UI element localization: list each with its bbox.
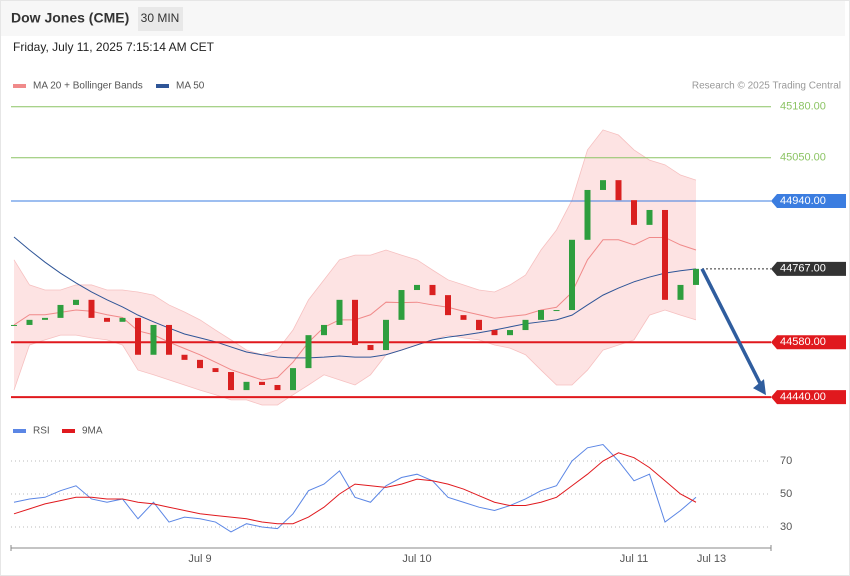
candle [119,317,126,322]
candle [135,317,141,355]
candle [491,330,498,336]
bollinger-upper [13,129,697,356]
y-tick-label: 70 [780,455,792,467]
level-box [771,390,846,405]
x-tick-label: Jul 10 [402,553,431,565]
candle [693,268,699,285]
legend-swatch [13,429,26,433]
candle [445,295,451,316]
timeframe: 30 MIN [141,11,180,25]
timestamp: Friday, July 11, 2025 7:15:14 AM CET [13,40,215,54]
candle [26,319,33,325]
level-box [771,261,846,276]
candle [553,310,560,312]
candle [321,324,327,336]
legend-label: MA 50 [176,81,205,92]
x-tick-label: Jul 9 [188,553,211,565]
y-tick-label: 50 [780,488,792,500]
level-label: 44767.00 [780,263,826,275]
candle [259,381,265,385]
candle [476,319,482,331]
level-label: 44440.00 [780,391,826,403]
candle [600,180,606,190]
candle [538,310,544,320]
legend-label: MA 20 + Bollinger Bands [33,81,143,92]
candle [150,324,157,355]
candle [677,284,684,300]
candle [460,315,467,320]
legend-label: 9MA [82,426,103,437]
candle [228,372,234,391]
candle [104,317,110,322]
y-tick-label: 30 [780,521,792,533]
level-label: 45180.00 [780,101,826,113]
arrow-head [753,379,766,396]
candle [166,324,172,355]
legend-swatch [13,84,26,88]
candle [305,335,312,369]
level-box [771,193,846,208]
candle [290,368,296,391]
candle [352,299,358,345]
candle [42,317,48,320]
candle [181,354,188,360]
timeframe-box [138,7,183,31]
candle [646,209,653,225]
candle [73,299,79,305]
level-label: 44940.00 [780,195,826,207]
bollinger-lower [13,309,697,406]
rsi-line [13,443,697,533]
candle [11,324,17,326]
candle [584,189,591,240]
candle [414,284,420,291]
rsi-ma-line [13,452,697,525]
candle [569,239,575,311]
bollinger-band [14,129,696,405]
candle [212,368,219,373]
legend-label: RSI [33,426,50,437]
candle [88,299,95,318]
legend-swatch [156,84,169,88]
candle [398,290,405,320]
title: Dow Jones (CME) [11,10,129,26]
candle [367,344,374,351]
candle [429,284,436,296]
candle [243,381,250,391]
candle [274,384,281,391]
candle [507,330,513,336]
level-label: 45050.00 [780,152,826,164]
x-tick-label: Jul 13 [697,553,726,565]
projection-arrow [700,268,764,388]
candle [197,359,203,369]
candle [615,180,622,201]
ma50-line [13,236,697,359]
level-label: 44580.00 [780,336,826,348]
candle [522,319,529,331]
candle [57,304,64,318]
legend-swatch [62,429,75,433]
credit: Research © 2025 Trading Central [692,81,841,92]
candle [662,209,668,300]
candle [336,299,343,325]
level-box [771,335,846,350]
x-tick-label: Jul 11 [620,553,649,565]
candle [631,200,637,225]
candle [383,319,389,351]
